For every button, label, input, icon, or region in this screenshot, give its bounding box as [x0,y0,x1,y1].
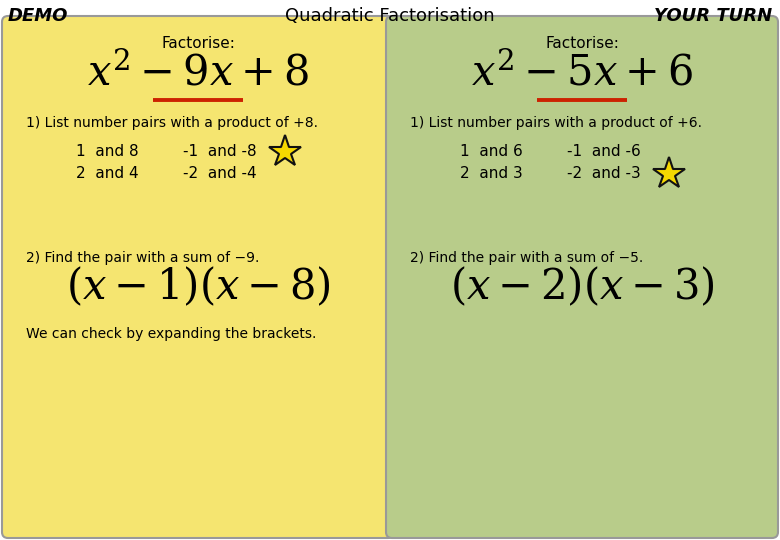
Text: 1  and 6: 1 and 6 [460,144,523,159]
FancyBboxPatch shape [2,16,394,538]
Text: -2  and -4: -2 and -4 [183,166,257,181]
Text: 2  and 3: 2 and 3 [460,166,523,181]
Text: $( x - 2 )( x - 3 )$: $( x - 2 )( x - 3 )$ [449,265,714,308]
Text: $x^2 - 9x + 8$: $x^2 - 9x + 8$ [87,52,309,94]
Text: Quadratic Factorisation: Quadratic Factorisation [285,7,495,25]
Text: 1) List number pairs with a product of +8.: 1) List number pairs with a product of +… [26,116,318,130]
Text: Factorise:: Factorise: [545,36,619,51]
Text: 2) Find the pair with a sum of −5.: 2) Find the pair with a sum of −5. [410,251,644,265]
Text: We can check by expanding the brackets.: We can check by expanding the brackets. [26,327,317,341]
FancyBboxPatch shape [386,16,778,538]
Text: -1  and -6: -1 and -6 [567,144,640,159]
Text: Factorise:: Factorise: [161,36,235,51]
Text: 2) Find the pair with a sum of −9.: 2) Find the pair with a sum of −9. [26,251,260,265]
Text: $( x - 1 )( x - 8 )$: $( x - 1 )( x - 8 )$ [66,265,331,308]
Text: 1  and 8: 1 and 8 [76,144,139,159]
Text: YOUR TURN: YOUR TURN [654,7,772,25]
Text: DEMO: DEMO [8,7,69,25]
Text: 2  and 4: 2 and 4 [76,166,139,181]
Text: -1  and -8: -1 and -8 [183,144,257,159]
Text: -2  and -3: -2 and -3 [567,166,640,181]
Text: 1) List number pairs with a product of +6.: 1) List number pairs with a product of +… [410,116,702,130]
Text: $x^2 - 5x + 6$: $x^2 - 5x + 6$ [471,52,693,94]
